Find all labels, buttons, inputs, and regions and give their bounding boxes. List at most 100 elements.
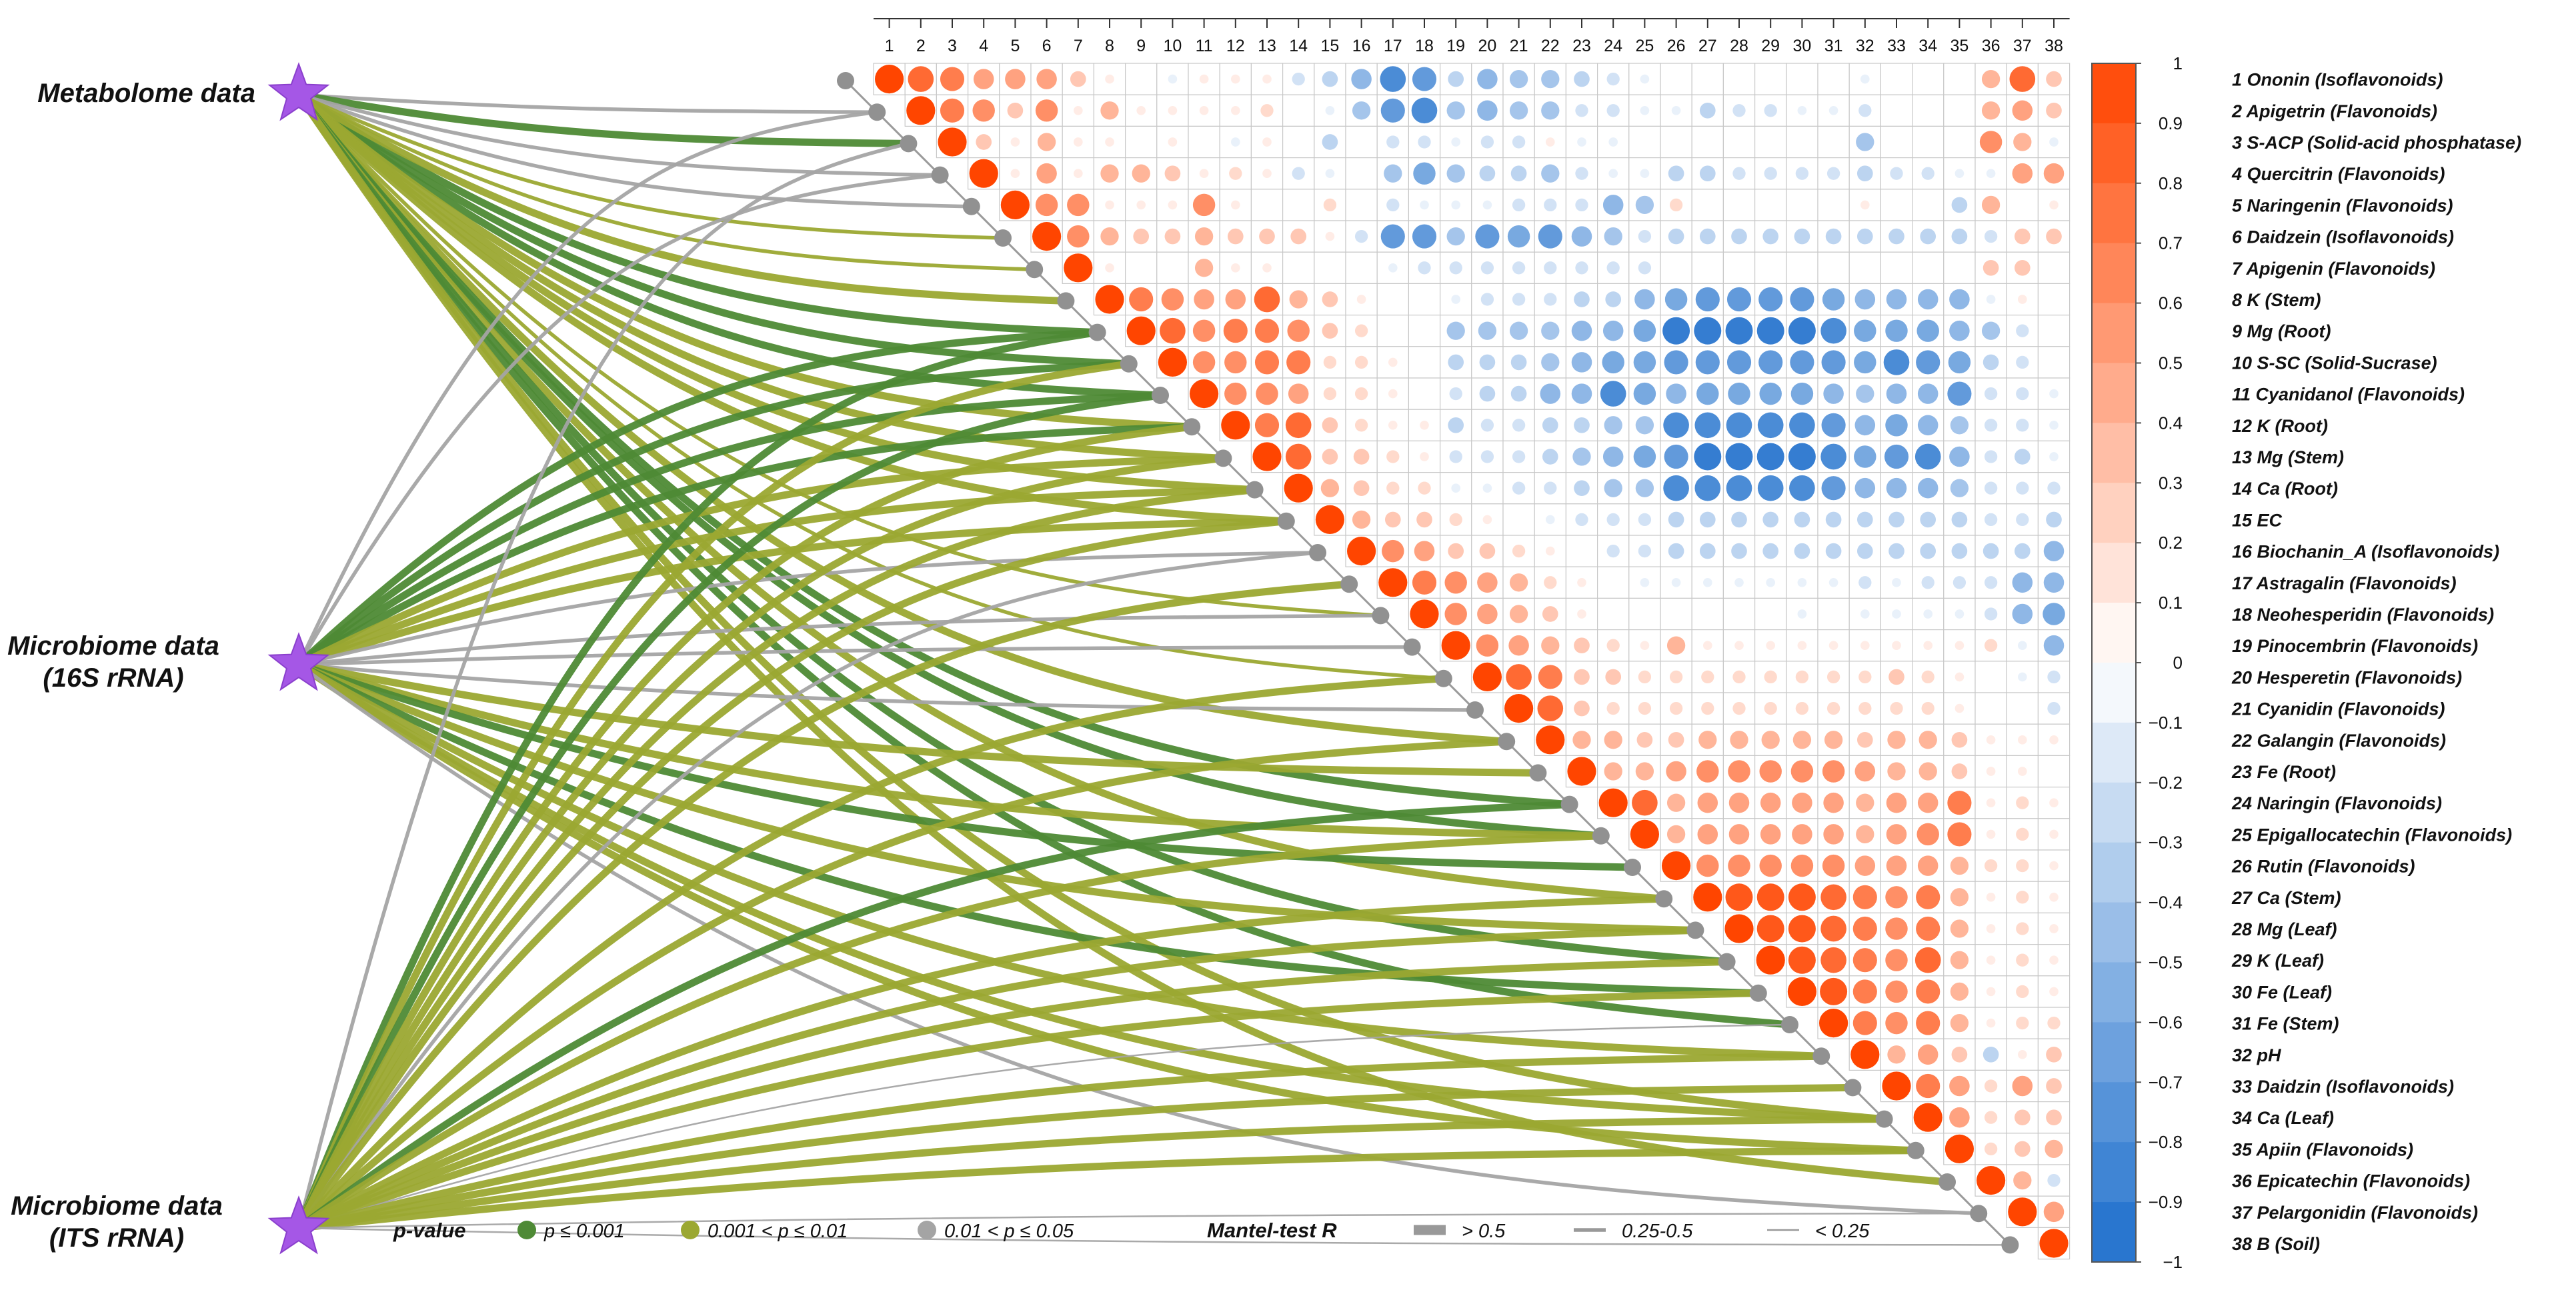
correlation-circle <box>1675 141 1677 143</box>
correlation-circle <box>1325 231 1335 241</box>
correlation-circle <box>1353 449 1370 465</box>
correlation-circle <box>1542 449 1558 465</box>
correlation-circle <box>1132 164 1150 183</box>
correlation-circle <box>1199 169 1209 179</box>
correlation-circle <box>1788 317 1816 345</box>
diagonal-node <box>1277 512 1295 530</box>
colorbar-tick-label: −0.4 <box>2149 893 2183 913</box>
correlation-circle <box>1892 641 1901 651</box>
correlation-circle <box>1571 320 1592 341</box>
correlation-circle <box>1886 824 1907 845</box>
colorbar-segment <box>2092 782 2136 843</box>
correlation-circle <box>1794 228 1810 245</box>
correlation-circle <box>1766 641 1776 651</box>
correlation-circle <box>1764 701 1777 715</box>
correlation-circle <box>1920 543 1937 559</box>
source-label: Microbiome data <box>11 1191 223 1221</box>
correlation-circle <box>1605 291 1622 307</box>
correlation-circle <box>1694 412 1721 439</box>
correlation-circle <box>1856 825 1874 844</box>
correlation-circle <box>2043 603 2065 625</box>
correlation-circle <box>1168 200 1178 210</box>
correlation-circle <box>1822 760 1845 783</box>
correlation-circle <box>1699 228 1716 245</box>
correlation-circle <box>1826 167 1840 180</box>
correlation-circle <box>1199 105 1209 115</box>
correlation-circle <box>1984 639 1998 652</box>
correlation-circle <box>1895 109 1898 111</box>
mantel-link-8 <box>295 91 1164 399</box>
correlation-circle <box>1388 263 1398 273</box>
legend: p-value p ≤ 0.001 0.001 < p ≤ 0.01 0.01 < p… <box>393 1219 1870 1242</box>
correlation-circle <box>1788 946 1816 974</box>
correlation-circle <box>1512 261 1526 275</box>
correlation-circle <box>1506 664 1532 690</box>
correlation-circle <box>1605 669 1622 685</box>
correlation-circle <box>1762 543 1779 559</box>
correlation-circle <box>1822 288 1845 311</box>
correlation-circle <box>2008 1197 2037 1227</box>
correlation-circle <box>1288 383 1309 404</box>
correlation-circle <box>2047 670 2061 684</box>
correlation-circle <box>1574 417 1590 433</box>
correlation-circle <box>1738 613 1740 615</box>
correlation-circle <box>2049 987 2059 997</box>
correlation-circle <box>2047 1016 2061 1030</box>
correlation-circle <box>1635 479 1654 497</box>
correlation-circle <box>1542 606 1558 622</box>
heatmap-cell <box>1534 63 1566 95</box>
column-number-label: 1 <box>885 37 894 55</box>
correlation-circle <box>1392 330 1394 332</box>
correlation-circle <box>1451 295 1461 304</box>
correlation-circle <box>1541 101 1560 120</box>
correlation-circle <box>1789 412 1815 439</box>
column-number-label: 30 <box>1792 37 1811 55</box>
column-number-label: 4 <box>979 37 988 55</box>
correlation-circle <box>1864 267 1866 269</box>
correlation-circle <box>1955 609 1965 619</box>
correlation-circle <box>1418 261 1431 275</box>
correlation-circle <box>1482 200 1492 210</box>
correlation-circle <box>1100 227 1119 246</box>
correlation-circle <box>1606 72 1620 86</box>
correlation-circle <box>1010 169 1020 179</box>
correlation-circle <box>1668 543 1684 559</box>
correlation-circle <box>1606 261 1620 275</box>
correlation-circle <box>1602 351 1624 374</box>
correlation-circle <box>1512 293 1526 306</box>
mantel-link-26 <box>295 329 1102 669</box>
correlation-circle <box>1738 141 1740 143</box>
diagonal-node <box>1624 859 1641 876</box>
correlation-circle <box>1788 443 1816 471</box>
correlation-circle <box>1541 353 1560 372</box>
correlation-circle <box>1732 167 1746 180</box>
correlation-circle <box>2049 137 2059 147</box>
mantel-link-57 <box>295 737 1510 1232</box>
correlation-circle <box>1574 637 1590 654</box>
correlation-circle <box>1887 731 1906 749</box>
column-number-label: 9 <box>1136 37 1146 55</box>
diagonal-node <box>1844 1079 1862 1097</box>
correlation-circle <box>1633 319 1656 342</box>
mantel-link-7 <box>295 91 1133 368</box>
correlation-circle <box>1512 135 1526 149</box>
variable-label: 29 K (Leaf) <box>2231 951 2324 971</box>
correlation-circle <box>1950 856 1969 875</box>
correlation-circle <box>2049 200 2059 210</box>
correlation-circle <box>1986 1018 1996 1028</box>
correlation-circle <box>1986 987 1996 997</box>
column-number-label: 38 <box>2045 37 2063 55</box>
correlation-circle <box>1790 382 1814 405</box>
correlation-circle <box>1850 1040 1880 1069</box>
correlation-circle <box>1032 222 1062 251</box>
colorbar-tick-label: −0.3 <box>2149 833 2183 853</box>
diagonal-nodes <box>837 72 2019 1254</box>
correlation-circle <box>1921 670 1935 684</box>
correlation-circle <box>1947 822 1972 847</box>
correlation-circle <box>1577 577 1586 587</box>
correlation-circle <box>2053 267 2055 269</box>
correlation-circle <box>1386 481 1400 495</box>
correlation-circle <box>1986 169 1996 179</box>
correlation-circle <box>2012 1075 2033 1097</box>
correlation-circle <box>1917 477 1939 499</box>
